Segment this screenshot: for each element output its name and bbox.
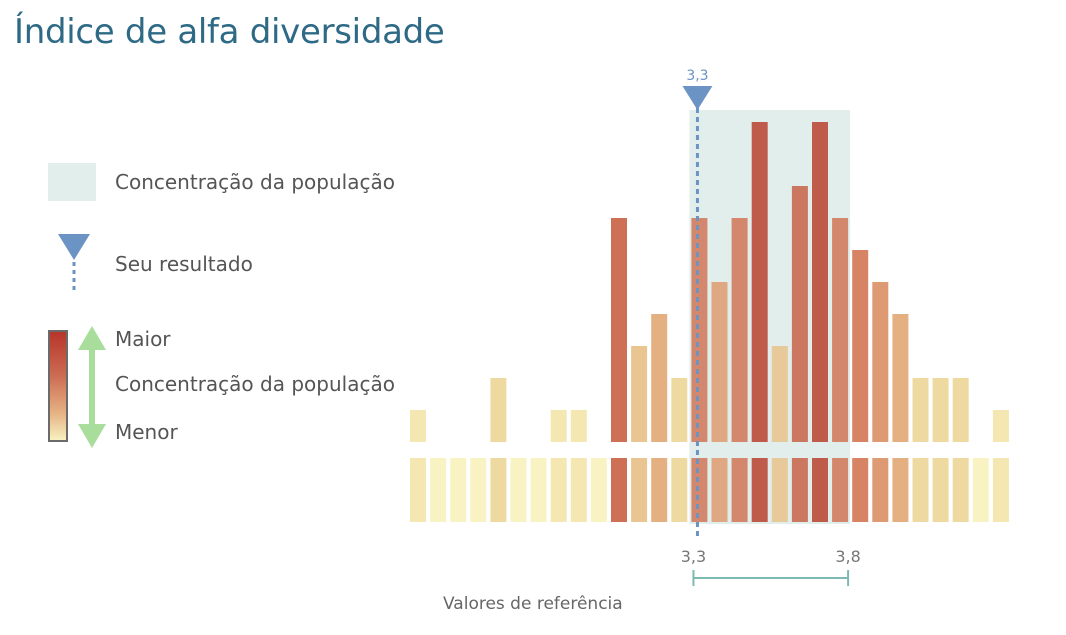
color-strip-cell	[410, 458, 426, 522]
color-strip-cell	[812, 458, 828, 522]
up-down-arrows-icon	[78, 326, 106, 448]
color-strip-cell	[470, 458, 487, 522]
color-strip-cell	[912, 458, 929, 522]
legend-scale-low: Menor	[115, 420, 178, 444]
x-axis-label: Valores de referência	[443, 594, 623, 614]
color-strip-cell	[711, 458, 728, 522]
color-strip-cell	[972, 458, 989, 522]
histogram-bar	[671, 378, 688, 442]
histogram-bar	[691, 218, 708, 442]
histogram-bar	[550, 410, 567, 442]
color-strip-cell	[430, 458, 447, 522]
color-strip-cell	[510, 458, 527, 522]
color-strip-cell	[490, 458, 507, 522]
histogram-bar	[832, 218, 849, 442]
histogram-bar	[812, 122, 828, 442]
color-strip-cell	[550, 458, 567, 522]
color-strip-cell	[791, 458, 808, 522]
histogram-bar	[791, 186, 808, 442]
histogram-bar	[952, 378, 969, 442]
color-strip-cell	[651, 458, 668, 522]
histogram-bars	[410, 122, 1009, 442]
histogram-bar	[892, 314, 909, 442]
result-marker-icon	[58, 234, 90, 292]
histogram-bar	[570, 410, 587, 442]
legend-result-label: Seu resultado	[115, 252, 253, 276]
color-strip-cell	[611, 458, 627, 522]
color-strip-cell	[671, 458, 688, 522]
histogram-bar	[731, 218, 748, 442]
color-strip-cell	[751, 458, 768, 522]
color-strip-cell	[731, 458, 748, 522]
histogram-bar	[711, 282, 728, 442]
color-strip-cell	[450, 458, 467, 522]
chart-title: Índice de alfa diversidade	[14, 12, 445, 52]
color-strip-cell	[691, 458, 708, 522]
concentration-gradient-bar	[48, 330, 68, 442]
legend-band-label: Concentração da população	[115, 170, 395, 194]
reference-bracket	[692, 570, 850, 586]
color-strip-cell	[530, 458, 547, 522]
histogram-bar	[771, 346, 788, 442]
color-strip	[410, 458, 1009, 522]
population-band-swatch	[48, 163, 96, 201]
result-marker	[682, 86, 713, 110]
histogram-bar	[651, 314, 668, 442]
color-strip-cell	[952, 458, 969, 522]
color-strip-cell	[892, 458, 909, 522]
histogram-bar	[410, 410, 426, 442]
color-strip-cell	[631, 458, 648, 522]
histogram-bar	[631, 346, 648, 442]
histogram-bar	[872, 282, 889, 442]
histogram-bar	[852, 250, 869, 442]
legend-scale-mid: Concentração da população	[115, 372, 395, 396]
ref-high-label: 3,8	[835, 547, 860, 566]
color-strip-cell	[932, 458, 949, 522]
color-strip-cell	[832, 458, 849, 522]
histogram-bar	[751, 122, 768, 442]
histogram-bar	[992, 410, 1009, 442]
histogram-bar	[932, 378, 949, 442]
color-strip-cell	[590, 458, 607, 522]
color-strip-cell	[992, 458, 1009, 522]
color-strip-cell	[852, 458, 869, 522]
histogram-bar	[611, 218, 627, 442]
legend-scale-high: Maior	[115, 327, 171, 351]
result-value-label: 3,3	[686, 68, 708, 84]
ref-low-label: 3,3	[681, 547, 706, 566]
color-strip-cell	[771, 458, 788, 522]
color-strip-cell	[872, 458, 889, 522]
color-strip-cell	[570, 458, 587, 522]
histogram-bar	[912, 378, 929, 442]
histogram-bar	[490, 378, 507, 442]
